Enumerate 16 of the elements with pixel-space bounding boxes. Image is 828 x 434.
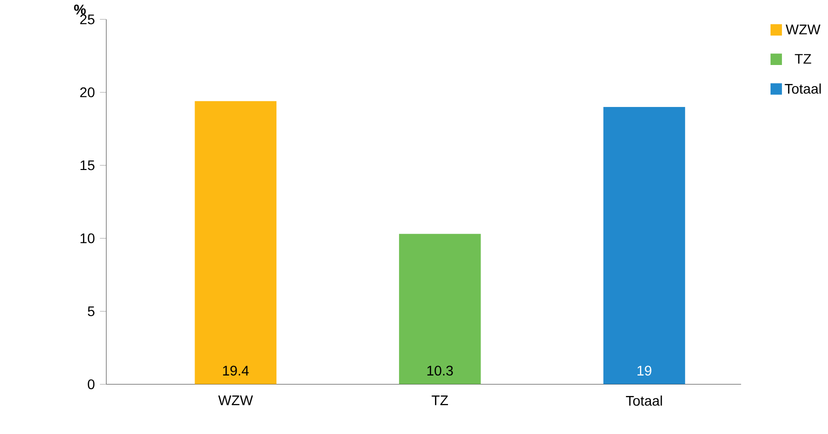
data-label: 19: [638, 366, 652, 376]
y-tick-label: 0: [88, 379, 94, 390]
legend-label: WZW: [786, 24, 820, 34]
x-tick-label: WZW: [218, 396, 253, 406]
x-tick-label: Totaal: [626, 396, 662, 406]
y-tick-label: 15: [80, 160, 94, 170]
data-label: 10.3: [427, 366, 453, 376]
y-tick-label: 20: [80, 87, 94, 98]
legend-label: Totaal: [784, 84, 821, 94]
y-tick-label: 25: [80, 14, 94, 24]
data-label: 19.4: [223, 366, 249, 376]
y-axis-title: %: [74, 4, 86, 14]
x-tick-label: TZ: [432, 396, 448, 406]
y-tick-label: 10: [80, 233, 94, 244]
y-tick-label: 5: [88, 306, 94, 316]
legend-label: TZ: [794, 54, 812, 64]
